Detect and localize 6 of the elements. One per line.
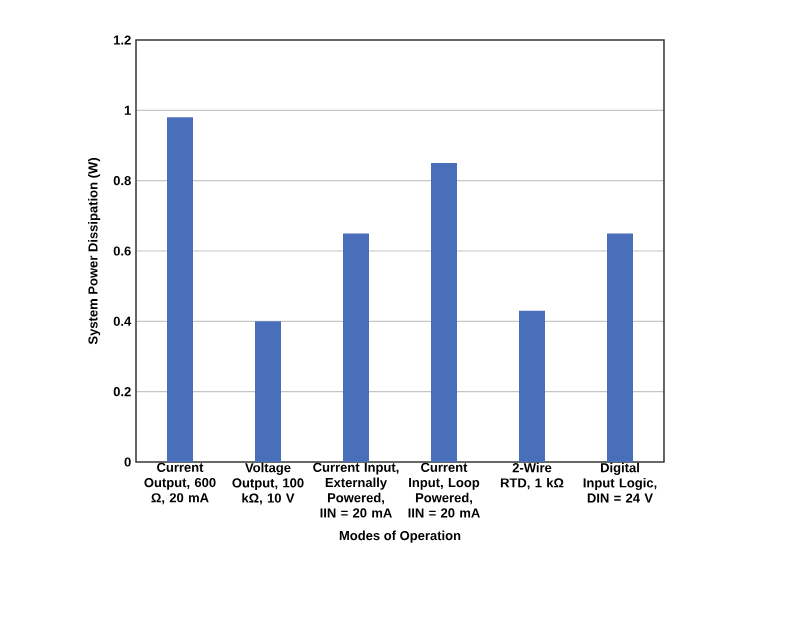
bar [343,233,369,462]
bar [255,321,281,462]
bar [430,163,457,462]
bar [518,310,545,462]
bar [167,117,193,462]
bar [606,233,633,462]
